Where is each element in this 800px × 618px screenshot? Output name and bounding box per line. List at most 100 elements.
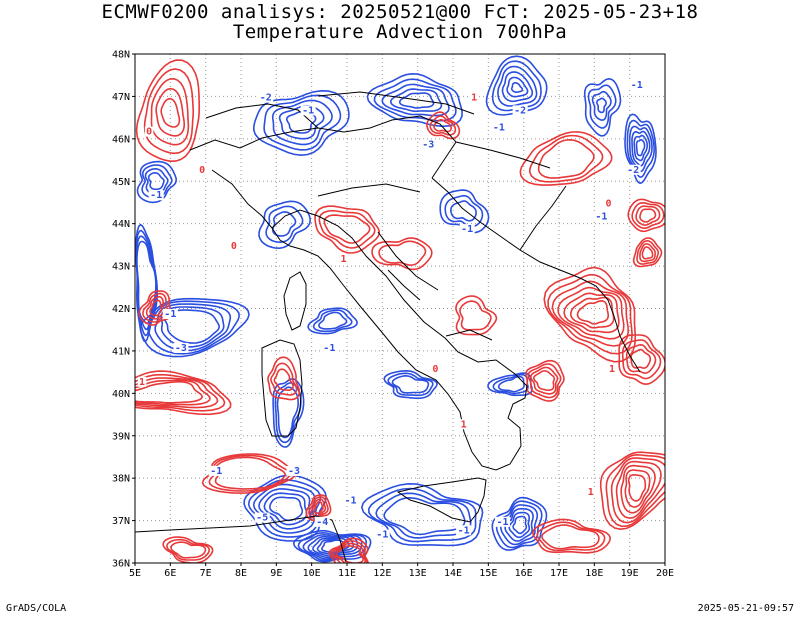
negative-advection-contour — [141, 164, 173, 199]
negative-advection-contour — [596, 97, 607, 114]
positive-advection-contour — [135, 380, 204, 404]
contour-label-bg — [208, 465, 224, 476]
negative-advection-contour — [439, 189, 490, 234]
positive-advection-contour — [541, 524, 600, 550]
contour-value-label: 0 — [199, 165, 205, 176]
negative-advection-contour — [487, 372, 533, 397]
lat-label: 47N — [112, 92, 130, 103]
contour-value-label: -1 — [595, 211, 607, 222]
lon-label: 19E — [621, 568, 639, 579]
positive-advection-contour — [455, 295, 498, 336]
positive-advection-contour — [135, 377, 219, 409]
lon-label: 8E — [235, 568, 247, 579]
contour-value-label: -1 — [345, 496, 357, 507]
contour-label-bg — [593, 211, 609, 222]
negative-advection-contour — [587, 84, 617, 129]
positive-advection-contour — [267, 356, 301, 401]
positive-advection-contour — [563, 292, 620, 334]
lat-label: 42N — [112, 304, 130, 315]
coastline-boundaries — [135, 91, 641, 563]
negative-advection-contour — [263, 492, 308, 526]
lat-label: 48N — [112, 50, 130, 61]
contour-label-bg — [314, 516, 330, 527]
positive-advection-contour — [639, 208, 657, 223]
negative-advection-contour — [591, 90, 612, 121]
sardinia-coastline — [261, 339, 303, 437]
contour-label-bg — [254, 512, 270, 523]
contour-value-label: 1 — [340, 254, 346, 265]
contour-label-bg — [629, 79, 645, 90]
negative-advection-contour — [450, 200, 477, 222]
positive-advection-contour — [547, 274, 633, 355]
lon-label: 17E — [550, 568, 568, 579]
contour-label-bg — [321, 342, 337, 353]
contour-label-bg — [459, 224, 475, 235]
positive-advection-contour — [433, 118, 453, 133]
contour-label-bg — [456, 525, 472, 536]
corsica-coastline — [283, 271, 307, 331]
positive-advection-contour — [314, 205, 381, 254]
negative-advection-contour — [263, 94, 342, 151]
contour-label-bg — [494, 516, 510, 527]
contour-label-bg — [197, 164, 207, 175]
axis-ticks — [132, 53, 666, 566]
negative-advection-contour — [252, 89, 350, 157]
positive-advection-contour — [305, 494, 332, 522]
negative-advection-contour — [485, 55, 548, 116]
lon-label: 13E — [409, 568, 427, 579]
alpine-border — [189, 115, 457, 179]
contour-label-bg — [339, 253, 348, 264]
negative-advection-contour — [512, 515, 528, 535]
positive-advection-contour — [630, 348, 652, 369]
contour-label-bg — [469, 92, 479, 103]
negative-advection-contour — [390, 88, 443, 113]
contour-value-label: -5 — [256, 513, 268, 524]
negative-advection-contour — [271, 99, 333, 146]
negative-advection-contour — [307, 307, 358, 335]
positive-advection-contour — [631, 201, 665, 229]
croatia-border — [455, 141, 551, 169]
positive-advection-contour — [536, 521, 606, 552]
positive-advection-contour — [270, 362, 298, 396]
negative-advection-contour — [497, 65, 538, 107]
positive-advection-contour — [162, 536, 214, 563]
positive-advection-contour — [135, 379, 211, 406]
contour-label-bg — [604, 198, 613, 209]
positive-advection-contour — [576, 299, 609, 325]
positive-advection-contour — [610, 457, 665, 524]
positive-advection-contour — [378, 240, 427, 267]
contour-label-bg — [229, 241, 239, 252]
contour-label-bg — [374, 529, 390, 540]
contour-value-label: 0 — [146, 127, 152, 138]
negative-advection-contour — [154, 303, 232, 352]
contour-label-bg — [491, 122, 507, 133]
lat-label: 38N — [112, 474, 130, 485]
contour-value-label: -1 — [461, 224, 473, 235]
positive-advection-contour — [625, 343, 657, 375]
lat-label: 41N — [112, 346, 130, 357]
positive-advection-contour — [531, 518, 612, 554]
positive-advection-contour — [330, 540, 368, 563]
positive-advection-contour — [135, 370, 232, 416]
contour-label-bg — [586, 487, 596, 498]
lon-label: 16E — [515, 568, 533, 579]
positive-advection-contour — [160, 97, 181, 128]
contour-lines — [135, 55, 665, 563]
region-boundary-center — [377, 231, 439, 291]
negative-advection-contour — [383, 496, 466, 536]
positive-advection-contour — [525, 359, 565, 402]
negative-advection-contour — [318, 311, 348, 330]
negative-advection-contour — [136, 160, 178, 204]
contour-value-label: -1 — [164, 309, 176, 320]
contour-value-label: 1 — [461, 419, 467, 430]
contour-value-label: -1 — [150, 190, 162, 201]
positive-advection-contour — [150, 77, 190, 146]
negative-advection-contour — [383, 369, 438, 400]
negative-advection-contour — [147, 171, 165, 191]
positive-advection-contour — [170, 541, 207, 559]
negative-advection-contour — [492, 373, 529, 395]
contour-value-label: -1 — [210, 466, 222, 477]
lon-label: 11E — [338, 568, 356, 579]
lon-label: 5E — [129, 568, 141, 579]
positive-advection-contour — [551, 280, 630, 347]
